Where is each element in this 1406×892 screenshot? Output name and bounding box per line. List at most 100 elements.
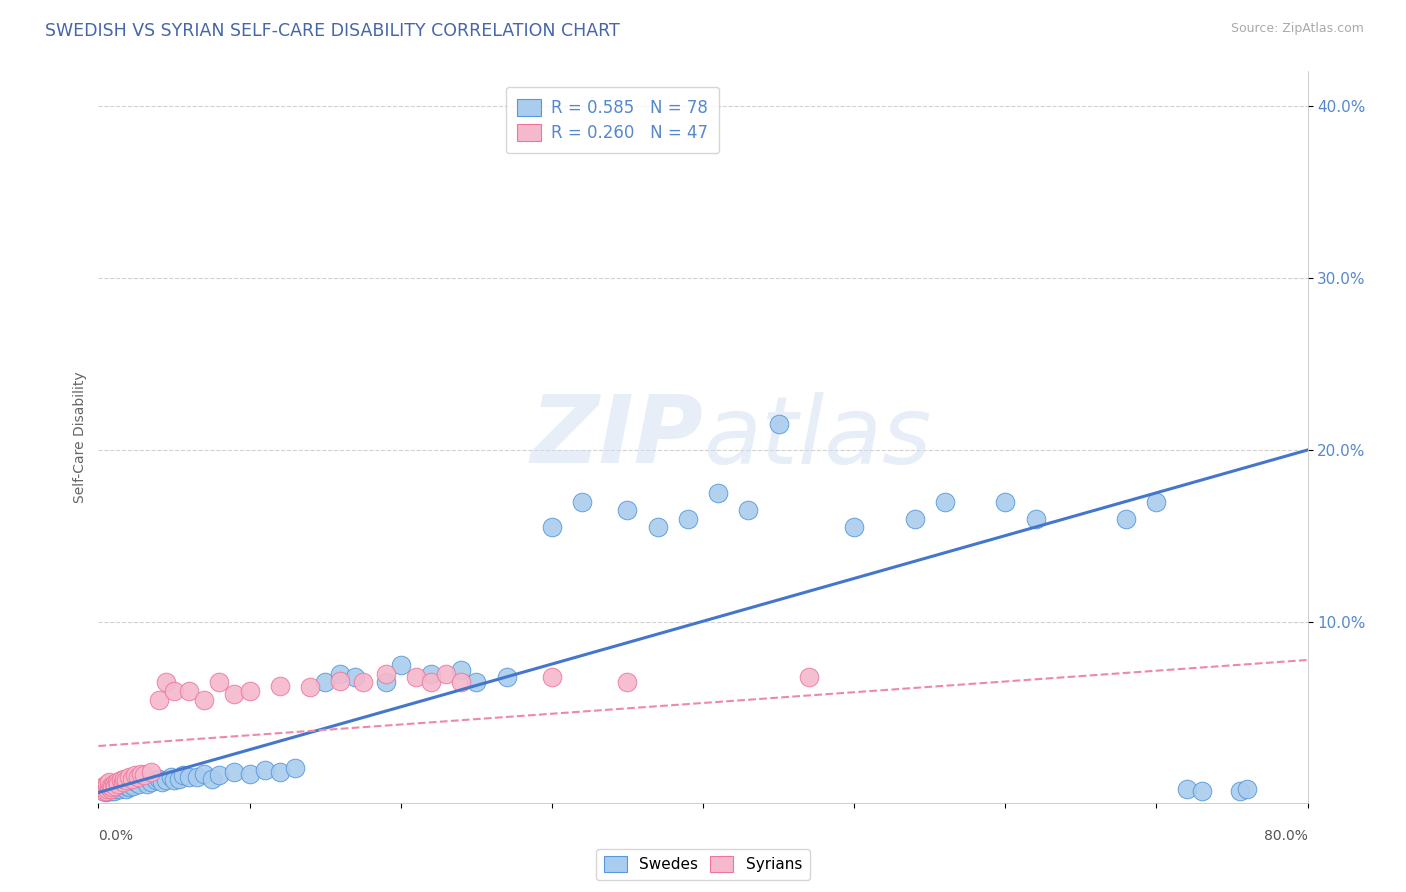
Point (105, 782, 128, 797)
Point (450, 663, 472, 677)
Text: 0.0%: 0.0% (98, 829, 134, 843)
Point (160, 770, 183, 784)
Point (768, 417, 790, 432)
Legend: R = 0.585   N = 78, R = 0.260   N = 47: R = 0.585 N = 78, R = 0.260 N = 47 (506, 87, 720, 153)
Point (91, 783, 114, 797)
Point (135, 777, 157, 791)
Point (186, 770, 208, 784)
Point (100, 783, 122, 797)
Point (314, 675, 336, 690)
Point (103, 783, 125, 797)
Point (94, 783, 117, 797)
Point (299, 681, 322, 695)
Legend: Swedes, Syrians: Swedes, Syrians (596, 848, 810, 880)
Point (844, 520, 866, 534)
Point (98, 782, 121, 797)
Point (111, 775, 134, 789)
Point (904, 512, 927, 526)
Point (101, 782, 124, 797)
Point (110, 775, 132, 789)
Point (93, 782, 115, 797)
Point (253, 763, 276, 777)
Point (128, 777, 150, 791)
Point (284, 761, 307, 775)
Point (98, 775, 121, 789)
Point (121, 777, 143, 791)
Point (100, 782, 122, 797)
Point (96, 777, 118, 791)
Point (616, 675, 638, 690)
Point (1115, 512, 1137, 526)
Point (98, 780, 121, 795)
Point (571, 494, 593, 508)
Point (104, 780, 127, 795)
Point (465, 675, 488, 690)
Point (148, 772, 170, 786)
Text: 80.0%: 80.0% (1264, 829, 1308, 843)
Point (100, 779, 122, 793)
Point (110, 773, 132, 788)
Point (224, 687, 246, 701)
Point (155, 773, 177, 788)
Point (148, 692, 170, 706)
Point (132, 773, 155, 788)
Point (208, 768, 231, 782)
Point (540, 670, 562, 684)
Point (193, 766, 215, 780)
Point (179, 770, 201, 784)
Point (94, 780, 117, 795)
Point (103, 779, 125, 793)
Point (155, 675, 177, 690)
Point (1229, 783, 1251, 797)
Point (122, 779, 145, 793)
Point (112, 777, 135, 791)
Text: atlas: atlas (703, 392, 931, 483)
Point (224, 764, 246, 779)
Point (104, 779, 127, 793)
Point (389, 658, 412, 673)
Point (647, 520, 669, 534)
Point (934, 494, 956, 508)
Point (374, 675, 396, 690)
Point (1024, 512, 1046, 526)
Point (129, 766, 152, 780)
Point (179, 684, 201, 698)
Point (420, 675, 443, 690)
Point (93, 782, 115, 797)
Point (141, 775, 163, 789)
Point (239, 766, 262, 780)
Point (107, 777, 129, 791)
Point (269, 764, 291, 779)
Point (163, 773, 186, 788)
Point (239, 684, 262, 698)
Point (111, 780, 134, 795)
Point (676, 512, 699, 526)
Point (96, 783, 118, 797)
Point (269, 679, 291, 693)
Point (329, 673, 352, 688)
Point (105, 775, 128, 789)
Point (112, 772, 135, 786)
Point (141, 764, 163, 779)
Point (167, 772, 190, 786)
Text: SWEDISH VS SYRIAN SELF-CARE DISABILITY CORRELATION CHART: SWEDISH VS SYRIAN SELF-CARE DISABILITY C… (45, 22, 620, 40)
Point (127, 770, 149, 784)
Point (118, 770, 141, 784)
Point (118, 780, 141, 795)
Point (450, 675, 472, 690)
Point (91, 783, 114, 797)
Point (1236, 782, 1258, 797)
Point (420, 666, 443, 681)
Point (616, 503, 638, 517)
Point (193, 692, 215, 706)
Point (132, 768, 155, 782)
Point (150, 775, 173, 789)
Text: Source: ZipAtlas.com: Source: ZipAtlas.com (1230, 22, 1364, 36)
Point (96, 782, 118, 797)
Text: ZIP: ZIP (530, 391, 703, 483)
Point (115, 779, 138, 793)
Point (737, 503, 759, 517)
Point (329, 666, 352, 681)
Point (352, 675, 374, 690)
Y-axis label: Self-Care Disability: Self-Care Disability (73, 371, 87, 503)
